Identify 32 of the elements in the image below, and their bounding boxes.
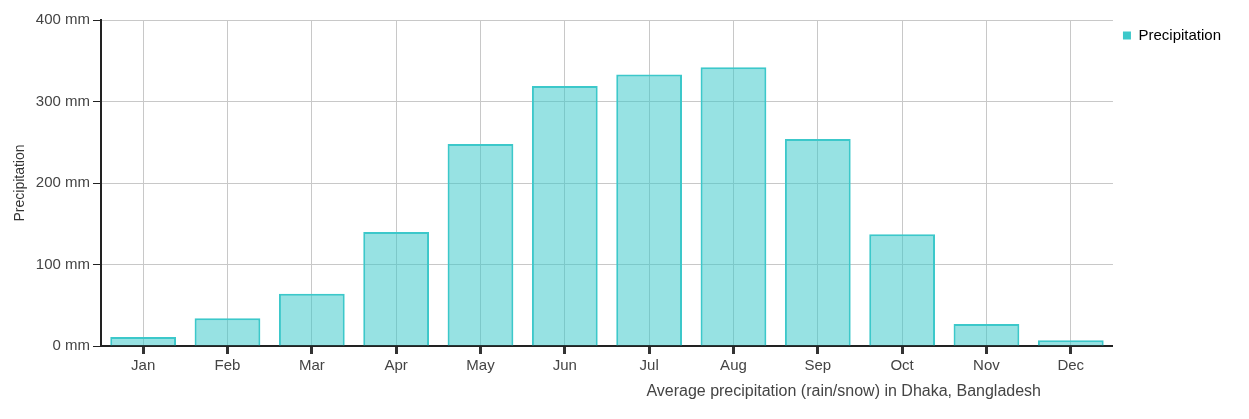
bar <box>616 74 683 346</box>
x-tick-label: Sep <box>804 356 832 374</box>
bar <box>784 138 851 346</box>
y-axis-title: Precipitation <box>11 144 28 222</box>
x-tick-label: Feb <box>214 356 241 374</box>
x-tick-label: Aug <box>720 356 747 374</box>
x-tick-label: Apr <box>384 356 408 374</box>
y-tick-label: 0 mm <box>52 336 90 354</box>
bar <box>194 318 261 346</box>
bar <box>869 234 936 346</box>
x-tick-label: Dec <box>1057 356 1085 374</box>
bar <box>447 143 514 346</box>
y-tick-label: 100 mm <box>35 254 90 272</box>
bar <box>110 337 177 346</box>
x-tick-label: Jul <box>639 356 659 374</box>
bar <box>953 324 1020 346</box>
y-tick-label: 400 mm <box>35 10 90 28</box>
bar <box>700 67 767 346</box>
bar <box>363 231 430 346</box>
x-tick-label: Nov <box>973 356 1001 374</box>
x-tick-label: Oct <box>890 356 915 374</box>
y-tick-label: 300 mm <box>35 91 90 109</box>
y-tick-label: 200 mm <box>35 173 90 191</box>
bar <box>278 293 345 346</box>
bar <box>1037 340 1104 346</box>
x-tick-label: Jan <box>131 356 156 374</box>
bar <box>531 86 598 346</box>
legend-label: Precipitation <box>1138 25 1221 43</box>
text: Average precipitation (rain/snow) in Dhaka, Bangladesh <box>645 382 1042 400</box>
x-tick-label: May <box>466 356 496 374</box>
x-tick-label: Mar <box>298 356 325 374</box>
x-tick-label: Jun <box>552 356 577 374</box>
